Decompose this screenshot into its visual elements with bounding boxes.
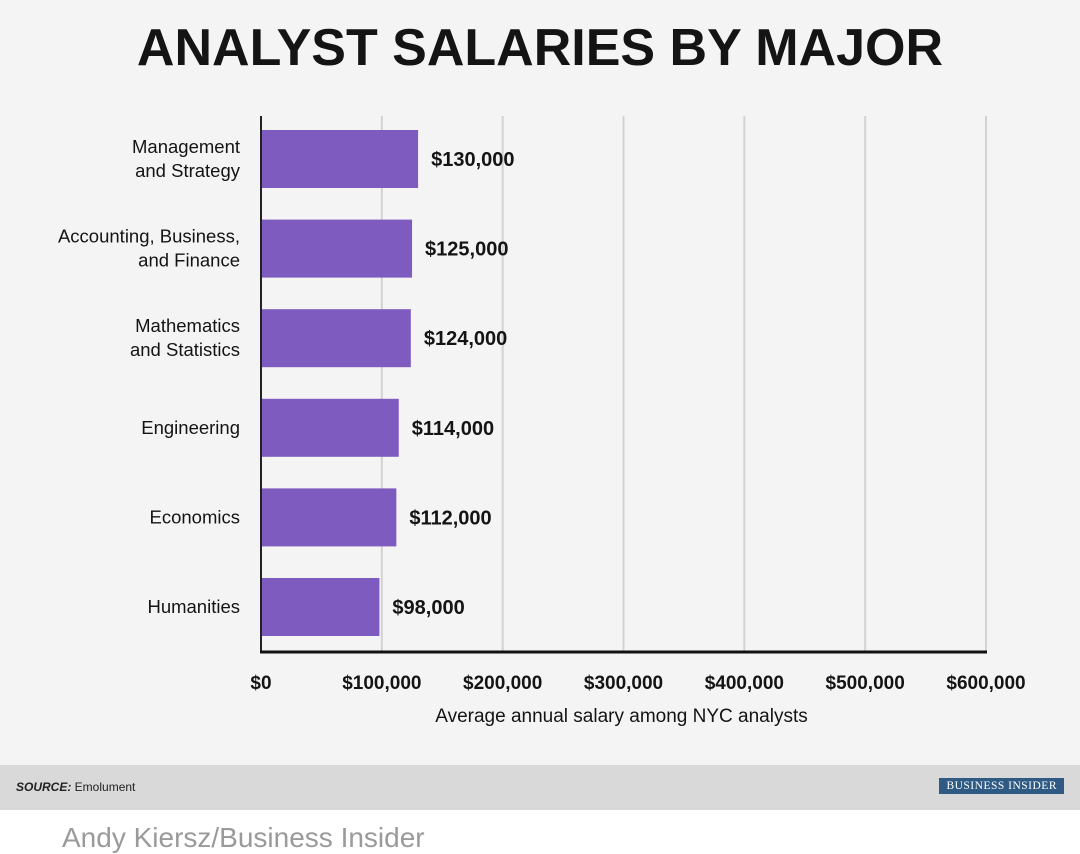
chart-title: ANALYST SALARIES BY MAJOR — [136, 19, 944, 77]
category-label: and Strategy — [135, 160, 241, 181]
source-value: Emolument — [71, 780, 136, 794]
category-label: Accounting, Business, — [58, 226, 240, 247]
chart-panel: ANALYST SALARIES BY MAJOR $130,000 Manage… — [0, 0, 1080, 765]
x-tick-label: $500,000 — [826, 673, 905, 694]
bar-value-label: $112,000 — [409, 507, 491, 529]
category-label: and Statistics — [130, 339, 240, 360]
x-tick-label: $400,000 — [705, 673, 784, 694]
image-credit: Andy Kiersz/Business Insider — [62, 822, 425, 853]
x-tick-label: $200,000 — [463, 673, 542, 694]
bar — [261, 309, 411, 368]
category-label: and Finance — [138, 250, 240, 271]
category-label: Engineering — [141, 417, 240, 438]
bar-chart: $130,000 Management and Strategy $125,000 Ac… — [58, 116, 1026, 727]
bar — [261, 488, 397, 547]
category-label: Economics — [150, 506, 240, 527]
bar-value-label: $124,000 — [424, 328, 507, 350]
source-label: SOURCE: — [16, 780, 72, 794]
category-label: Humanities — [147, 596, 240, 617]
x-tick-label: $0 — [250, 673, 271, 694]
x-tick-label: $100,000 — [342, 673, 421, 694]
bar-value-label: $98,000 — [392, 597, 464, 619]
brand-logo: BUSINESS INSIDER — [939, 778, 1064, 794]
x-tick-label: $300,000 — [584, 673, 663, 694]
bar — [261, 219, 413, 278]
bar — [261, 398, 399, 457]
bar-value-label: $130,000 — [431, 149, 514, 171]
x-tick-label: $600,000 — [946, 673, 1025, 694]
bar-value-label: $114,000 — [412, 418, 494, 440]
category-label: Mathematics — [135, 315, 240, 336]
bar — [261, 130, 419, 188]
bar-value-label: $125,000 — [425, 239, 508, 261]
source-footer: SOURCE: Emolument BUSINESS INSIDER — [0, 765, 1080, 810]
bar — [261, 578, 380, 636]
x-axis-title: Average annual salary among NYC analysts — [435, 706, 807, 727]
source-note: SOURCE: Emolument — [16, 780, 135, 794]
category-label: Management — [132, 136, 240, 157]
